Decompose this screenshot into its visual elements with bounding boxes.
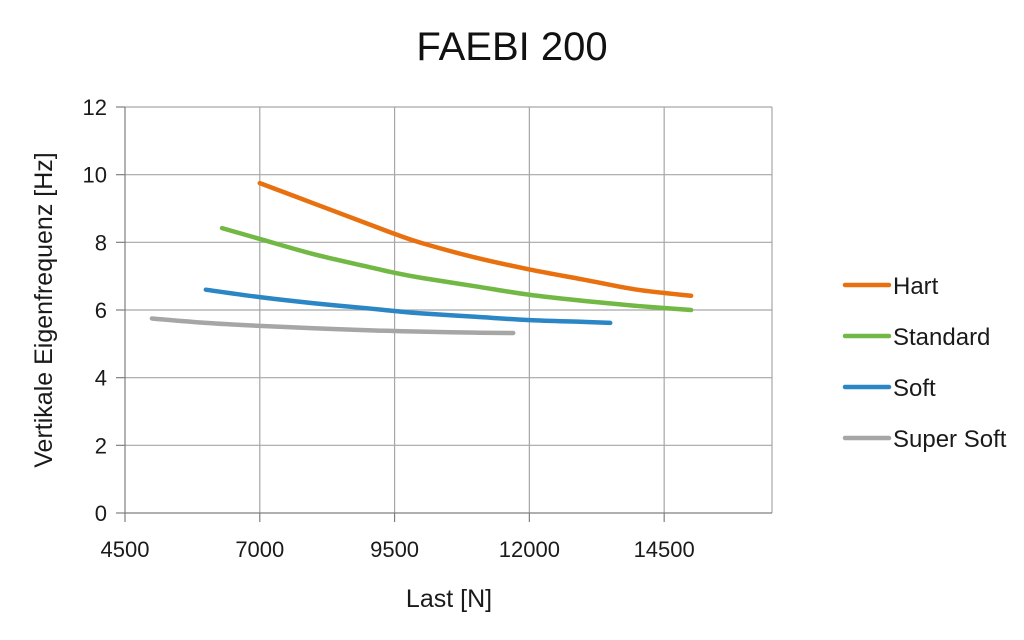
- y-tick-label: 4: [95, 366, 107, 391]
- x-tick-label: 7000: [235, 537, 284, 562]
- series-line-standard: [219, 225, 694, 313]
- legend-item-standard: Standard: [842, 324, 990, 351]
- y-tick-label: 10: [83, 163, 107, 188]
- legend-item-super-soft: Super Soft: [842, 426, 1007, 453]
- chart-title: FAEBI 200: [416, 25, 607, 69]
- x-tick-label: 14500: [634, 537, 695, 562]
- series-line-super-soft: [149, 316, 516, 336]
- x-tick-label: 9500: [370, 537, 419, 562]
- y-tick-label: 6: [95, 298, 107, 323]
- legend-label: Super Soft: [893, 426, 1007, 453]
- y-tick-label: 8: [95, 230, 107, 255]
- series-lines: [149, 180, 694, 336]
- axes: [116, 106, 772, 522]
- legend: Hart Standard Soft Super Soft: [842, 273, 1007, 453]
- series-line-soft: [203, 287, 613, 326]
- y-axis-title: Vertikale Eigenfrequenz [Hz]: [30, 152, 58, 467]
- y-tick-label: 2: [95, 433, 107, 458]
- y-tick-label: 12: [83, 95, 107, 120]
- legend-label: Standard: [893, 324, 990, 351]
- legend-item-hart: Hart: [842, 273, 939, 300]
- series-line-hart: [257, 180, 694, 299]
- x-tick-label: 12000: [499, 537, 560, 562]
- legend-item-soft: Soft: [842, 375, 936, 402]
- x-axis-title: Last [N]: [406, 585, 492, 613]
- legend-label: Hart: [893, 273, 939, 300]
- y-tick-label: 0: [95, 501, 107, 526]
- x-tick-label: 4500: [101, 537, 150, 562]
- legend-label: Soft: [893, 375, 936, 402]
- y-tick-labels: 0 2 4 6 8 10 12: [83, 95, 107, 526]
- grid-lines: [125, 106, 773, 513]
- x-tick-labels: 4500 7000 9500 12000 14500: [101, 537, 695, 562]
